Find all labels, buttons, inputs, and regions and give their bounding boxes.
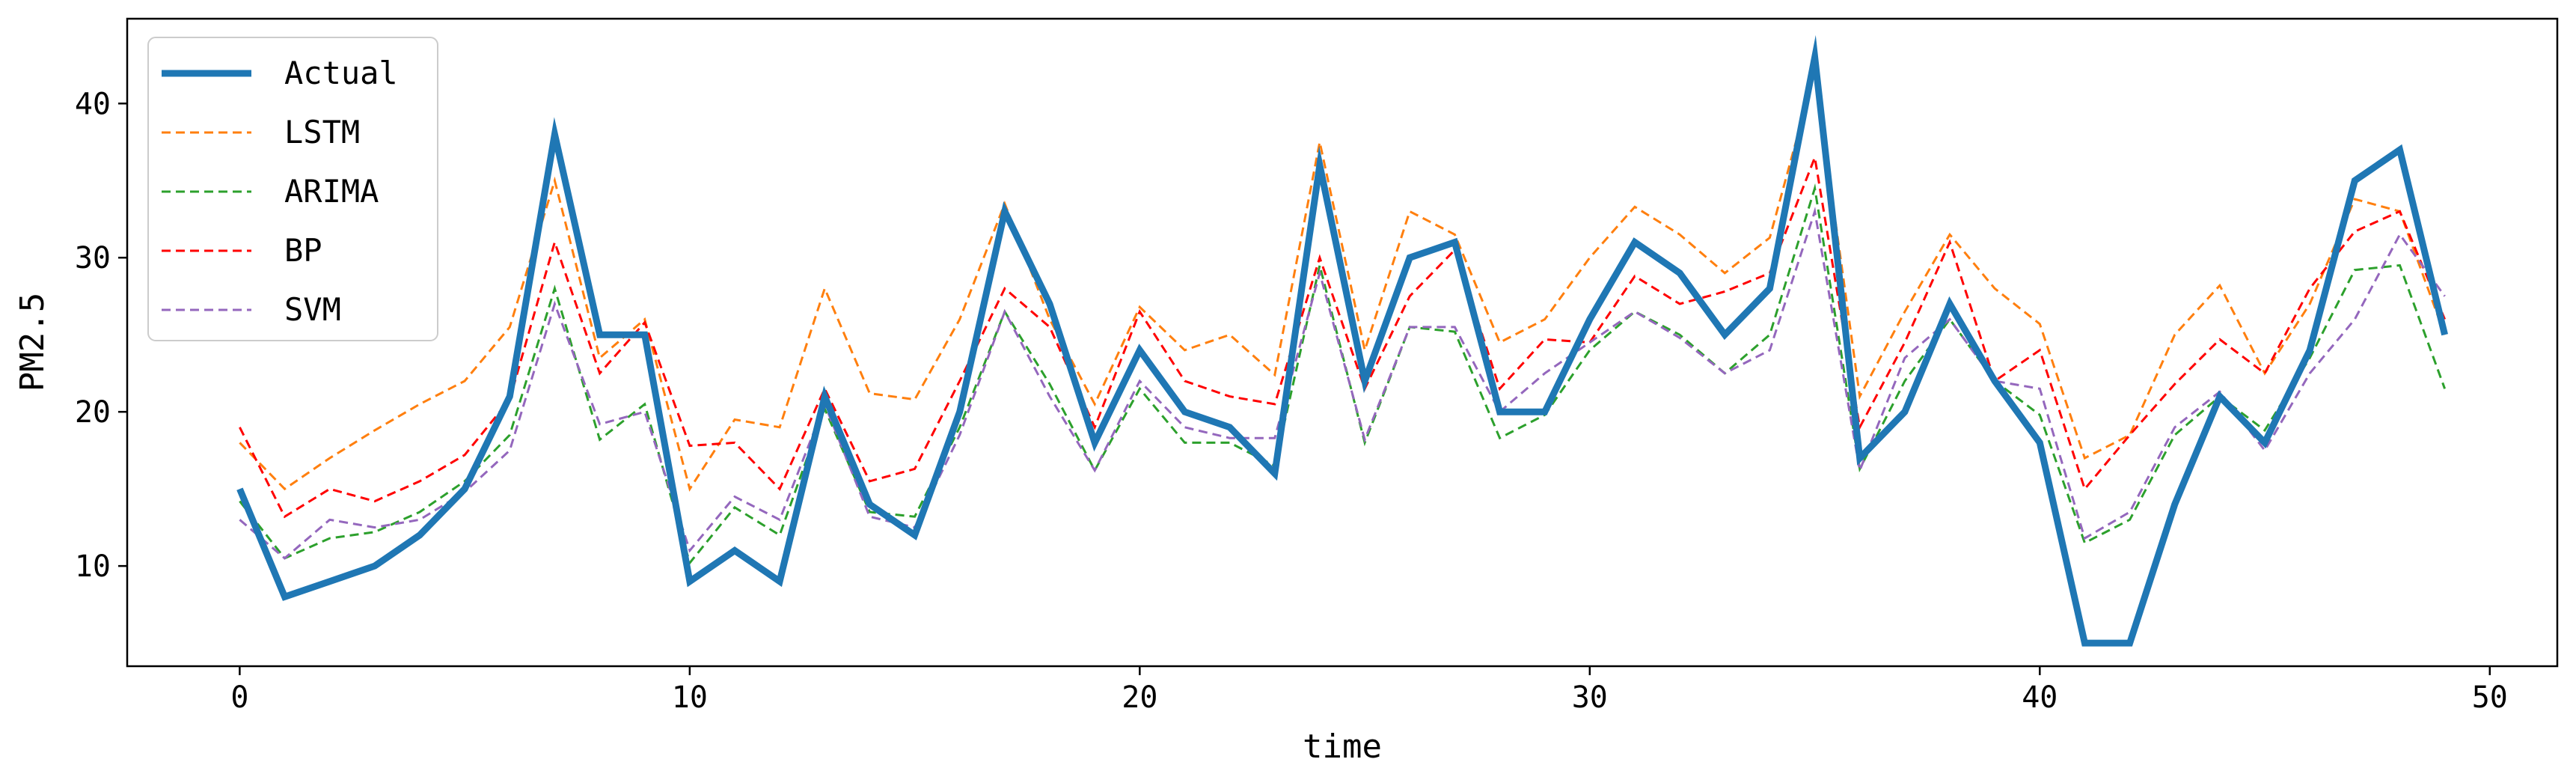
x-axis-label: time — [1303, 728, 1382, 766]
legend-box — [147, 37, 438, 341]
series-line-actual — [236, 34, 2448, 647]
legend-label-bp: BP — [284, 232, 322, 269]
axes-layer: 0 10 20 30 40 50 10 20 30 40 — [75, 87, 2508, 715]
x-tick-label: 40 — [2022, 680, 2058, 715]
y-tick-label: 30 — [75, 241, 111, 275]
x-tick-label: 20 — [1122, 680, 1157, 715]
legend: Actual LSTM ARIMA BP SVM — [147, 37, 438, 341]
x-tick-label: 10 — [672, 680, 708, 715]
series-layer — [236, 34, 2448, 647]
x-tick-label: 50 — [2472, 680, 2508, 715]
series-line-lstm — [239, 67, 2447, 492]
legend-label-lstm: LSTM — [284, 114, 360, 150]
legend-label-arima: ARIMA — [284, 173, 379, 210]
series-line-bp — [239, 153, 2446, 519]
legend-label-actual: Actual — [284, 55, 398, 91]
y-tick-label: 10 — [75, 549, 111, 584]
y-tick-label: 20 — [75, 395, 111, 430]
plot-background — [127, 19, 2557, 666]
series-line-svm — [239, 207, 2446, 560]
y-tick-label: 40 — [75, 87, 111, 121]
x-tick-label: 0 — [230, 680, 248, 715]
x-tick-label: 30 — [1572, 680, 1608, 715]
legend-label-svm: SVM — [284, 291, 341, 328]
plot-frame — [126, 17, 2559, 668]
y-axis-label: PM2.5 — [13, 293, 52, 391]
